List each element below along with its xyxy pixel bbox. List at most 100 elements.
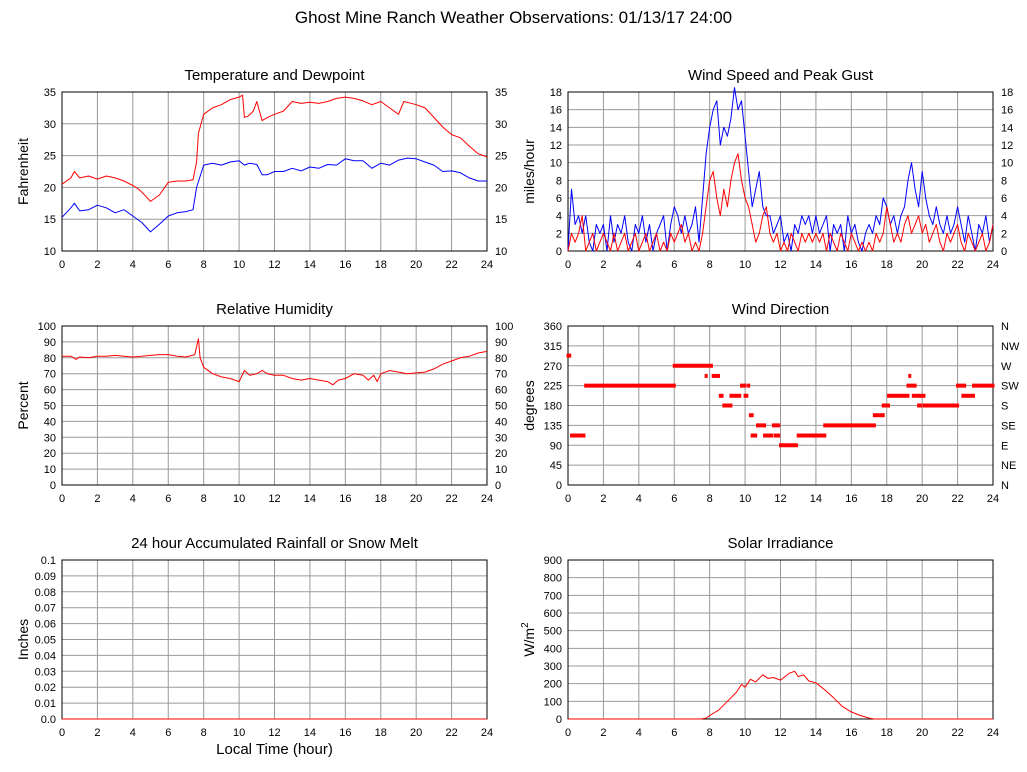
- wind-direction-point: [747, 383, 751, 388]
- x-tick-label: 14: [810, 493, 822, 505]
- x-tick-label: 4: [130, 727, 136, 739]
- solar-chart: 0 2 4 6 8 10 12 14 16 18 20 22 240100200300400500600…: [520, 535, 999, 739]
- y-tick-label: 10: [550, 158, 562, 170]
- wind-direction-point: [918, 393, 926, 398]
- x-tick-label: 24: [481, 259, 493, 271]
- y-tick-label-right: 2: [1001, 228, 1007, 240]
- x-tick-label: 12: [774, 259, 786, 271]
- temp-series-line-1: [61, 157, 487, 233]
- wind-direction-point: [755, 423, 767, 428]
- x-tick-label: 20: [916, 727, 928, 739]
- y-tick-label-right: 25: [495, 151, 507, 163]
- y-tick-label: 90: [44, 337, 56, 349]
- x-tick-label: 16: [845, 259, 857, 271]
- x-tick-label: 2: [600, 493, 606, 505]
- x-tick-label: 4: [636, 493, 642, 505]
- wind-direction-point: [956, 383, 967, 388]
- dir-chart: 0 2 4 6 8 10 12 14 16 18 20 22 240459013518022527031…: [521, 301, 1020, 505]
- wind-direction-point: [796, 433, 827, 438]
- x-tick-label: 12: [774, 727, 786, 739]
- x-tick-label: 0: [59, 493, 65, 505]
- y-tick-label-right: 60: [495, 385, 507, 397]
- x-tick-label: 2: [94, 493, 100, 505]
- y-tick-label: 15: [44, 214, 56, 226]
- y-tick-label: 900: [544, 555, 562, 567]
- plot-frame: [61, 325, 488, 486]
- wind-direction-point: [917, 403, 922, 408]
- wind-direction-point: [743, 393, 749, 398]
- y-tick-label-right: 20: [495, 182, 507, 194]
- y-tick-label-right: 12: [1001, 140, 1013, 152]
- y-tick-label: 12: [550, 140, 562, 152]
- y-tick-label-right: 4: [1001, 211, 1007, 223]
- compass-tick-label: E: [1001, 440, 1008, 452]
- x-tick-label: 16: [339, 727, 351, 739]
- y-tick-label: 0.05: [35, 635, 56, 647]
- x-tick-label: 6: [165, 493, 171, 505]
- y-tick-label: 500: [544, 626, 562, 638]
- x-tick-label: 6: [671, 493, 677, 505]
- y-axis-label: miles/hour: [521, 139, 537, 204]
- chart-title: Relative Humidity: [216, 301, 333, 318]
- x-tick-label: 16: [339, 259, 351, 271]
- x-tick-label: 24: [481, 727, 493, 739]
- y-tick-label: 225: [544, 381, 562, 393]
- wind-direction-point: [887, 393, 910, 398]
- x-tick-label: 0: [565, 727, 571, 739]
- y-tick-label: 30: [44, 119, 56, 131]
- y-tick-label-right: 30: [495, 119, 507, 131]
- wind-series-line-1: [567, 153, 994, 252]
- y-tick-label: 10: [44, 246, 56, 258]
- compass-tick-label: S: [1001, 401, 1008, 413]
- y-tick-label-right: 16: [1001, 105, 1013, 117]
- y-tick-label: 80: [44, 353, 56, 365]
- y-tick-label-right: 35: [495, 87, 507, 99]
- temp-chart: 0 2 4 6 8 10 12 14 16 18 20 22 241015202530351015202…: [15, 67, 507, 271]
- y-tick-label: 0: [556, 714, 562, 726]
- x-tick-label: 10: [739, 493, 751, 505]
- wind-chart: 0 2 4 6 8 10 12 14 16 18 20 22 240246810121416180246…: [521, 67, 1013, 271]
- wind-direction-point: [872, 413, 885, 418]
- y-tick-label: 8: [556, 175, 562, 187]
- plot-frame: [567, 325, 994, 486]
- x-tick-label: 16: [845, 493, 857, 505]
- y-tick-label-right: 50: [495, 401, 507, 413]
- x-tick-label: 12: [268, 259, 280, 271]
- x-tick-label: 18: [375, 259, 387, 271]
- x-tick-label: 18: [375, 493, 387, 505]
- x-tick-label: 24: [987, 259, 999, 271]
- y-tick-label-right: 15: [495, 214, 507, 226]
- y-tick-label: 200: [544, 679, 562, 691]
- wind-direction-point: [748, 413, 754, 418]
- x-tick-label: 20: [916, 259, 928, 271]
- compass-tick-label: SW: [1001, 381, 1019, 393]
- x-tick-label: 20: [410, 727, 422, 739]
- y-tick-label-right: 18: [1001, 87, 1013, 99]
- y-tick-label: 135: [544, 420, 562, 432]
- y-tick-label: 18: [550, 87, 562, 99]
- y-tick-label: 100: [38, 321, 56, 333]
- wind-direction-point: [750, 433, 758, 438]
- x-tick-label: 18: [881, 259, 893, 271]
- chart-title: 24 hour Accumulated Rainfall or Snow Mel…: [131, 535, 419, 552]
- x-tick-label: 0: [59, 259, 65, 271]
- x-axis-label: Local Time (hour): [216, 741, 333, 758]
- x-tick-label: 8: [201, 259, 207, 271]
- wind-direction-point: [771, 423, 781, 428]
- x-tick-label: 22: [951, 259, 963, 271]
- y-tick-label: 14: [550, 122, 562, 134]
- x-tick-label: 10: [233, 727, 245, 739]
- compass-tick-label: N: [1001, 321, 1009, 333]
- x-tick-label: 10: [233, 493, 245, 505]
- wind-direction-point: [672, 363, 713, 368]
- x-tick-label: 22: [445, 727, 457, 739]
- y-tick-label: 0.09: [35, 571, 56, 583]
- y-tick-label: 0.03: [35, 666, 56, 678]
- x-tick-label: 0: [565, 493, 571, 505]
- y-tick-label-right: 0: [1001, 246, 1007, 258]
- y-tick-label: 0.07: [35, 603, 56, 615]
- y-tick-label: 35: [44, 87, 56, 99]
- x-tick-label: 2: [600, 259, 606, 271]
- wind-direction-point: [711, 373, 721, 378]
